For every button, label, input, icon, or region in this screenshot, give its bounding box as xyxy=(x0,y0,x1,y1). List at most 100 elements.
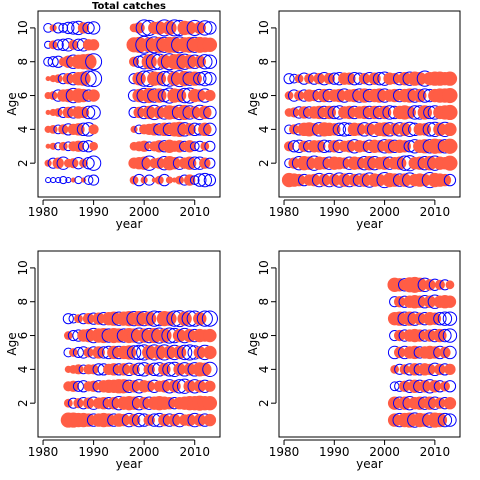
bubble-positive xyxy=(408,345,422,360)
bubble-positive xyxy=(413,71,427,86)
bubble-positive xyxy=(353,156,366,170)
bubble-positive xyxy=(183,140,196,153)
bubble-negative xyxy=(62,313,74,325)
bubble-positive xyxy=(48,91,58,100)
bubble-positive xyxy=(387,173,402,187)
x-tick-label: 2010 xyxy=(179,445,210,459)
bubble-positive xyxy=(428,346,442,359)
bubble-positive xyxy=(76,71,91,86)
bubble-negative xyxy=(52,39,64,51)
x-tick-label: 1980 xyxy=(28,445,59,459)
bubble-positive xyxy=(377,156,392,170)
bubble-positive xyxy=(182,21,197,35)
bubble-positive xyxy=(288,157,300,169)
bubble-positive xyxy=(398,173,412,187)
bubble-positive xyxy=(408,379,422,393)
bubble-positive xyxy=(137,156,151,170)
bubble-positive xyxy=(171,53,188,70)
y-tick-label: 4 xyxy=(16,126,30,134)
bubble-positive xyxy=(92,312,105,325)
bubble-negative xyxy=(203,173,217,187)
chart-title: Total catches xyxy=(92,1,166,12)
bubble-positive xyxy=(193,89,206,102)
bubble-positive xyxy=(81,413,96,427)
bubble-positive xyxy=(116,379,132,394)
bubble-positive xyxy=(423,295,437,308)
bubble-positive xyxy=(143,414,155,426)
bubble-positive xyxy=(88,124,99,135)
bubble-positive xyxy=(399,380,411,392)
x-axis-title: year xyxy=(356,217,383,231)
bubble-positive xyxy=(382,139,397,154)
bubble-positive xyxy=(289,107,300,118)
bubble-positive xyxy=(328,123,341,136)
bubble-positive xyxy=(89,141,98,151)
bubble-negative xyxy=(332,122,347,137)
bubble-negative xyxy=(443,413,457,427)
bubble-positive xyxy=(328,173,341,187)
bubble-negative xyxy=(47,56,59,68)
bubble-positive xyxy=(158,363,171,376)
bubble-negative xyxy=(283,73,295,85)
y-tick-label: 8 xyxy=(257,298,271,306)
bubble-positive xyxy=(82,312,95,325)
bubble-positive xyxy=(317,88,331,103)
bubble-positive xyxy=(97,396,110,410)
bubble-positive xyxy=(158,413,171,427)
bubble-positive xyxy=(294,74,304,84)
bubble-positive xyxy=(73,398,84,409)
bubble-positive xyxy=(402,412,418,428)
bubble-positive xyxy=(62,106,74,119)
bubble-positive xyxy=(284,91,294,100)
bubble-positive xyxy=(418,173,432,187)
y-tick-label: 6 xyxy=(16,332,30,340)
bubble-positive xyxy=(153,140,166,153)
bubble-positive xyxy=(82,397,95,409)
bubble-negative xyxy=(88,174,100,186)
bubble-negative xyxy=(197,172,213,188)
bubble-positive xyxy=(88,364,99,375)
bubble-positive xyxy=(412,277,427,292)
bubble-negative xyxy=(433,311,447,326)
bubble-positive xyxy=(87,39,100,51)
bubble-positive xyxy=(168,156,181,170)
bubble-positive xyxy=(182,156,197,170)
bubble-positive xyxy=(162,345,177,360)
bubble-positive xyxy=(72,123,85,136)
bubble-positive xyxy=(433,328,447,343)
bubble-negative xyxy=(204,157,216,169)
bubble-positive xyxy=(177,104,193,121)
bubble-positive xyxy=(58,141,68,151)
bubble-positive xyxy=(403,106,416,119)
bubble-positive xyxy=(423,329,437,342)
bubble-positive xyxy=(394,329,406,342)
bubble-positive xyxy=(442,87,458,104)
bubble-positive xyxy=(413,156,427,170)
x-tick-label: 2000 xyxy=(129,445,160,459)
bubble-positive xyxy=(68,39,79,50)
bubble-positive xyxy=(398,396,412,410)
y-tick-label: 2 xyxy=(257,159,271,167)
y-axis: 2 4 6 8 10 Age xyxy=(5,260,36,407)
bubble-positive xyxy=(439,381,450,392)
bubble-positive xyxy=(193,55,206,68)
panel-2: 1980 1990 2000 2010 year 2 4 6 8 10 Age xyxy=(246,10,461,231)
bubble-positive xyxy=(442,155,458,171)
panel-3: 1980 1990 2000 2010 year 2 4 6 8 10 Age xyxy=(5,250,221,471)
bubble-positive xyxy=(117,413,131,427)
y-tick-label: 4 xyxy=(257,366,271,374)
x-tick-label: 1980 xyxy=(28,205,59,219)
bubble-positive xyxy=(423,396,437,410)
bubble-positive xyxy=(342,105,357,120)
bubble-positive xyxy=(202,396,218,411)
bubble-positive xyxy=(168,413,181,427)
y-axis: 2 4 6 8 10 Age xyxy=(246,20,277,167)
x-tick-label: 1990 xyxy=(319,205,350,219)
bubble-negative xyxy=(59,176,68,185)
bubble-positive xyxy=(353,123,366,136)
bubble-positive xyxy=(434,397,446,409)
bubble-positive xyxy=(373,140,386,153)
bubble-positive xyxy=(132,71,146,86)
bubble-negative xyxy=(443,345,457,360)
